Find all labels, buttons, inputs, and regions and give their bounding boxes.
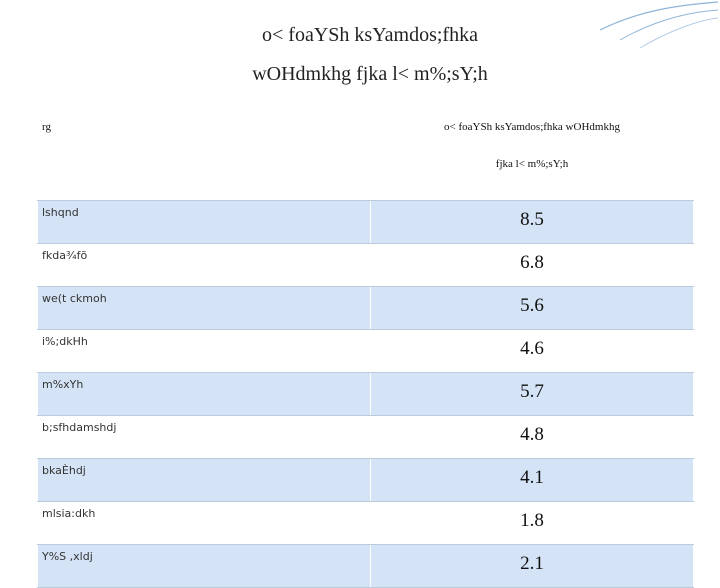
table-row: Y%S ,xldj 2.1 [37, 544, 694, 588]
value-cell: 6.8 [370, 243, 694, 287]
title-line: o< foaYSh ksYamdos;fhka [262, 24, 478, 46]
country-cell: lshqnd [37, 200, 371, 244]
country-cell: we(t ckmoh [37, 286, 371, 330]
country-cell: i%;dkHh [37, 329, 371, 373]
table-row: bkaÈhdj 4.1 [37, 458, 694, 502]
country-cell: Y%S ,xldj [37, 544, 371, 588]
table-row: mlsia:dkh 1.8 [37, 501, 694, 545]
country-cell: mlsia:dkh [37, 501, 371, 545]
header-line: o< foaYSh ksYamdos;fhka wOHdmkhg [444, 121, 620, 133]
header-line: fjka l< m%;sY;h [495, 158, 569, 170]
title-line: wOHdmkhg fjka l< m%;sY;h [252, 63, 488, 85]
value-cell: 4.1 [370, 458, 694, 502]
table-row: fkda¾fõ 6.8 [37, 243, 694, 287]
slide: {"title": ["o< foaYSh ksYamdos;fhka", "w… [37, 1, 719, 588]
table-row: lshqnd 8.5 [37, 200, 694, 244]
table-row: m%xYh 5.7 [37, 372, 694, 416]
country-cell: b;sfhdamshdj [37, 415, 371, 459]
country-cell: fkda¾fõ [37, 243, 371, 287]
value-cell: 5.6 [370, 286, 694, 330]
value-cell: 5.7 [370, 372, 694, 416]
value-cell: 4.8 [370, 415, 694, 459]
table-row: i%;dkHh 4.6 [37, 329, 694, 373]
table-row: we(t ckmoh 5.6 [37, 286, 694, 330]
country-cell: m%xYh [37, 372, 371, 416]
value-cell: 1.8 [370, 501, 694, 545]
value-cell: 4.6 [370, 329, 694, 373]
header-row: rg o< foaYSh ksYamdos;fhka wOHdmkhg fjka… [37, 108, 694, 201]
country-cell: bkaÈhdj [37, 458, 371, 502]
value-cell: 2.1 [370, 544, 694, 588]
header-cell: rg [37, 108, 371, 201]
decoration [599, 1, 719, 49]
header-cell: o< foaYSh ksYamdos;fhka wOHdmkhg fjka l<… [370, 108, 694, 201]
value-cell: 8.5 [370, 200, 694, 244]
table: rg o< foaYSh ksYamdos;fhka wOHdmkhg fjka… [37, 108, 694, 588]
table-row: b;sfhdamshdj 4.8 [37, 415, 694, 459]
